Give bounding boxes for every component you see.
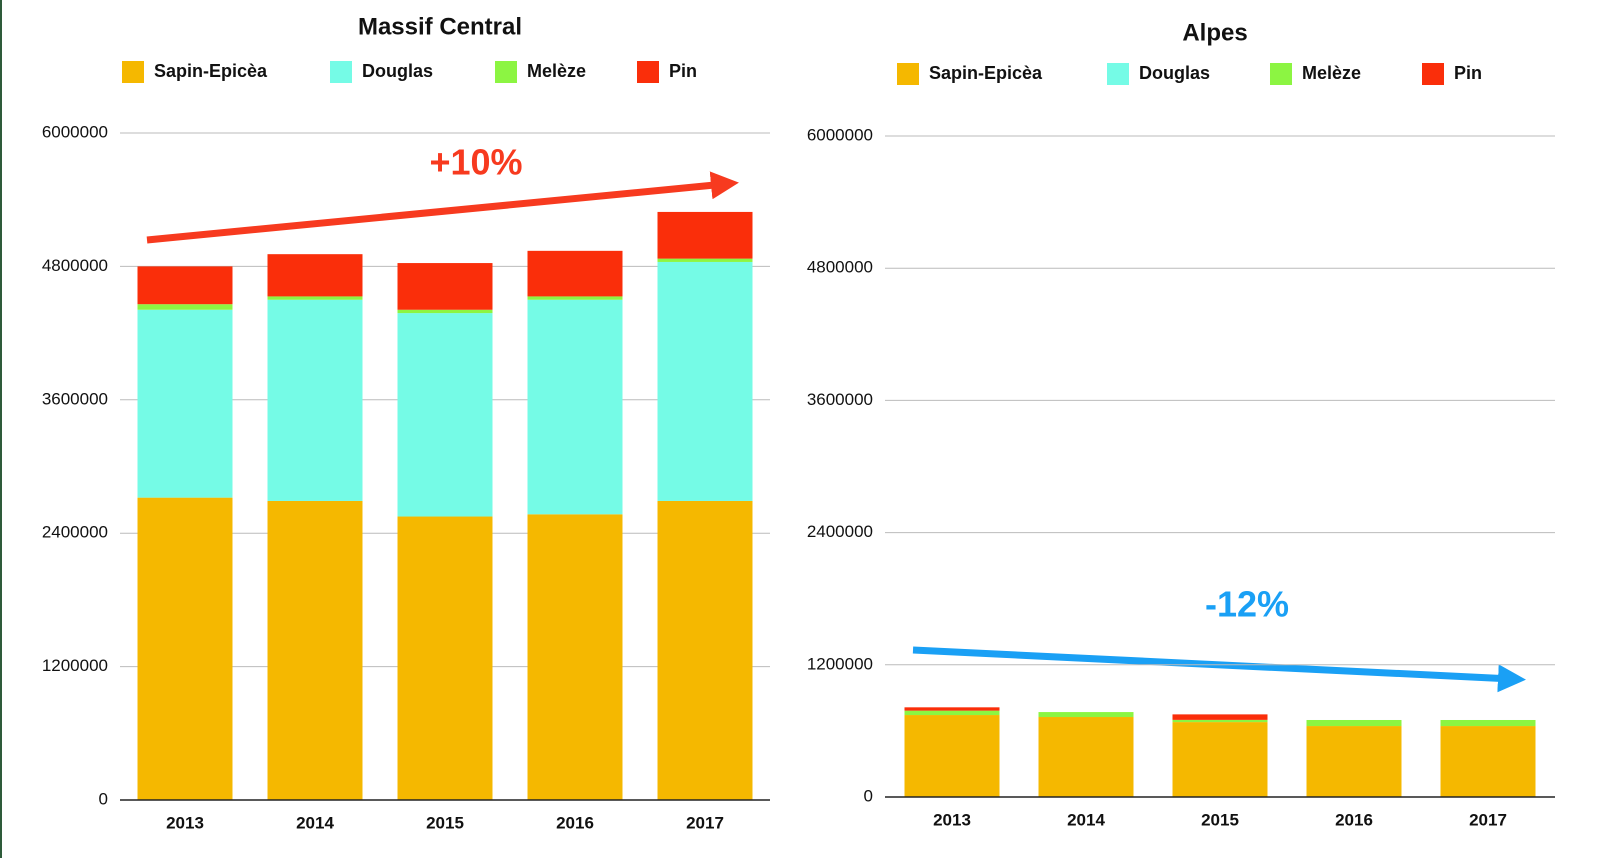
y-tick-label: 2400000 (42, 523, 108, 542)
bar-segment (1440, 719, 1536, 727)
x-tick-label: 2016 (556, 813, 594, 832)
bar-segment (1172, 719, 1268, 723)
y-tick-label: 4800000 (42, 256, 108, 275)
bar-segment (137, 497, 233, 800)
x-tick-label: 2014 (1067, 810, 1105, 829)
legend-swatch (122, 61, 144, 83)
y-tick-label: 1200000 (807, 654, 873, 673)
annotation: -12% (1205, 584, 1289, 625)
y-tick-label: 6000000 (807, 125, 873, 144)
bar-segment (657, 261, 753, 501)
x-tick-label: 2016 (1335, 810, 1373, 829)
bar-segment (137, 266, 233, 305)
bar-segment (1440, 726, 1536, 797)
bar-segment (1038, 712, 1134, 718)
x-tick-label: 2017 (686, 813, 724, 832)
bar-segment (527, 296, 623, 300)
bar-segment (267, 254, 363, 297)
bar-segment (397, 263, 493, 310)
legend-label: Sapin-Epicèa (154, 61, 268, 81)
legend-swatch (897, 63, 919, 85)
bar-segment (904, 707, 1000, 711)
bar-segment (137, 309, 233, 498)
y-tick-label: 0 (864, 786, 873, 805)
bar-segment (527, 514, 623, 800)
bar-segment (1038, 717, 1134, 797)
bar-segment (397, 313, 493, 517)
x-tick-label: 2015 (426, 813, 464, 832)
legend-label: Melèze (527, 61, 586, 81)
legend-swatch (637, 61, 659, 83)
legend-label: Melèze (1302, 63, 1361, 83)
bar-segment (527, 250, 623, 297)
x-tick-label: 2013 (933, 810, 971, 829)
legend-swatch (495, 61, 517, 83)
y-tick-label: 1200000 (42, 656, 108, 675)
bar-segment (1306, 726, 1402, 797)
chart-title: Massif Central (358, 13, 522, 40)
legend-swatch (1422, 63, 1444, 85)
bar-segment (267, 296, 363, 300)
x-tick-label: 2014 (296, 813, 334, 832)
chart-title: Alpes (1182, 19, 1247, 46)
annotation: +10% (429, 142, 522, 183)
legend-label: Douglas (362, 61, 433, 81)
bar-segment (137, 304, 233, 310)
x-tick-label: 2017 (1469, 810, 1507, 829)
legend-label: Sapin-Epicèa (929, 63, 1043, 83)
trend-arrow (146, 171, 739, 244)
x-tick-label: 2013 (166, 813, 204, 832)
y-tick-label: 2400000 (807, 522, 873, 541)
y-tick-label: 4800000 (807, 258, 873, 277)
y-tick-label: 0 (99, 789, 108, 808)
bar-segment (397, 309, 493, 314)
y-tick-label: 3600000 (807, 390, 873, 409)
bar-segment (904, 715, 1000, 797)
y-tick-label: 6000000 (42, 122, 108, 141)
bar-segment (1172, 714, 1268, 720)
bar-segment (657, 258, 753, 262)
bar-segment (657, 211, 753, 259)
bar-segment (1172, 722, 1268, 797)
bar-segment (267, 299, 363, 501)
x-tick-label: 2015 (1201, 810, 1239, 829)
bar-segment (904, 710, 1000, 716)
legend-label: Pin (1454, 63, 1482, 83)
legend-label: Douglas (1139, 63, 1210, 83)
legend-swatch (1107, 63, 1129, 85)
bar-segment (657, 500, 753, 800)
bar-segment (397, 516, 493, 800)
bar-segment (527, 299, 623, 515)
bar-segment (267, 500, 363, 800)
bar-segment (1306, 719, 1402, 727)
legend-swatch (1270, 63, 1292, 85)
legend-label: Pin (669, 61, 697, 81)
y-tick-label: 3600000 (42, 389, 108, 408)
legend-swatch (330, 61, 352, 83)
